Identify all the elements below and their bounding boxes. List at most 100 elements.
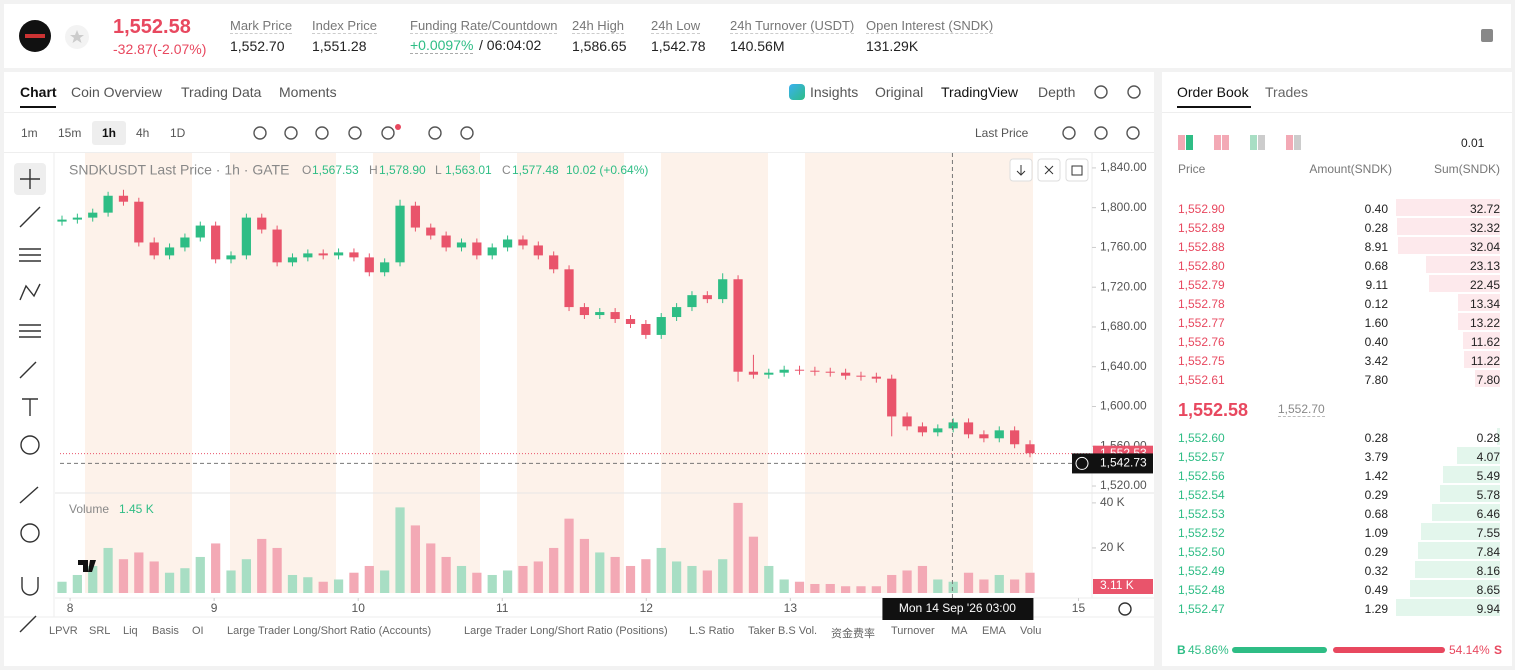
toolbar-icon[interactable] <box>381 126 395 140</box>
ob-view[interactable] <box>1222 135 1229 150</box>
view-tab[interactable]: Depth <box>1038 84 1076 100</box>
ob-precision[interactable]: 0.01 <box>1461 136 1485 150</box>
ob-price[interactable]: 1,552.57 <box>1178 450 1225 464</box>
interval[interactable]: 1D <box>170 126 186 140</box>
interval[interactable]: 15m <box>58 126 82 140</box>
ob-price[interactable]: 1,552.61 <box>1178 373 1225 387</box>
indicator[interactable]: MA <box>951 625 968 637</box>
ob-price[interactable]: 1,552.79 <box>1178 278 1225 292</box>
indicator[interactable]: L.S Ratio <box>689 625 735 637</box>
candle-body <box>671 307 682 318</box>
tool-icon[interactable] <box>21 577 39 596</box>
toolbar-icon[interactable] <box>253 126 267 140</box>
volume-bar <box>441 556 451 593</box>
tool-icon[interactable] <box>19 206 41 228</box>
tool-icon[interactable] <box>19 615 37 633</box>
ob-price[interactable]: 1,552.78 <box>1178 297 1225 311</box>
ob-view[interactable] <box>1294 135 1301 150</box>
ob-price[interactable]: 1,552.49 <box>1178 564 1225 578</box>
indicator[interactable]: Turnover <box>891 625 935 637</box>
tab[interactable]: Moments <box>279 84 337 100</box>
view-tab[interactable]: TradingView <box>941 84 1019 100</box>
legend-key: C <box>502 163 511 177</box>
interval[interactable]: 4h <box>136 126 150 140</box>
tool-icon[interactable] <box>22 398 38 416</box>
toolbar-icon[interactable] <box>460 126 474 140</box>
ob-tab[interactable]: Order Book <box>1177 84 1249 100</box>
indicator[interactable]: Taker B.S Vol. <box>748 625 818 637</box>
ob-price[interactable]: 1,552.56 <box>1178 469 1225 483</box>
tool-icon[interactable] <box>20 523 40 543</box>
indicator[interactable]: Large Trader Long/Short Ratio (Positions… <box>464 625 668 637</box>
view-tab[interactable]: Original <box>875 84 924 100</box>
indicator[interactable]: Liq <box>123 625 138 637</box>
indicator[interactable]: OI <box>192 625 204 637</box>
ob-sum: 8.65 <box>1476 583 1500 597</box>
indicator[interactable]: Volu <box>1020 625 1042 637</box>
tool-icon[interactable] <box>19 283 41 301</box>
candle-body <box>641 323 651 335</box>
volume-bar <box>88 565 98 593</box>
tab[interactable]: Coin Overview <box>71 84 163 100</box>
tool-icon[interactable] <box>20 435 40 455</box>
indicator[interactable]: SRL <box>89 625 111 637</box>
tool-icon[interactable] <box>19 486 39 504</box>
ob-tab[interactable]: Trades <box>1265 84 1309 100</box>
tool-icon[interactable] <box>19 324 41 338</box>
toolbar-icon[interactable] <box>428 126 442 140</box>
ob-price[interactable]: 1,552.52 <box>1178 526 1225 540</box>
ob-price[interactable]: 1,552.50 <box>1178 545 1225 559</box>
chart-button[interactable] <box>1065 158 1089 182</box>
toolbar-icon[interactable] <box>348 126 362 140</box>
tool-icon[interactable] <box>19 361 37 379</box>
ob-price[interactable]: 1,552.54 <box>1178 488 1225 502</box>
candle-body <box>103 195 113 213</box>
settings-icon[interactable] <box>1118 602 1132 616</box>
toolbar-icon[interactable] <box>1127 85 1141 99</box>
ob-view[interactable] <box>1178 135 1185 150</box>
ob-price[interactable]: 1,552.76 <box>1178 335 1225 349</box>
ob-price[interactable]: 1,552.75 <box>1178 354 1225 368</box>
ob-price[interactable]: 1,552.88 <box>1178 240 1225 254</box>
ob-view[interactable] <box>1286 135 1293 150</box>
toolbar-icon[interactable] <box>1094 126 1108 140</box>
ob-price[interactable]: 1,552.47 <box>1178 602 1225 616</box>
ob-price[interactable]: 1,552.80 <box>1178 259 1225 273</box>
ob-price[interactable]: 1,552.89 <box>1178 221 1225 235</box>
crosshair-add[interactable] <box>1075 456 1089 470</box>
ob-view[interactable] <box>1214 135 1221 150</box>
indicator[interactable]: 资金费率 <box>831 628 875 640</box>
tab[interactable]: Chart <box>20 84 57 100</box>
toolbar-icon[interactable] <box>1094 85 1108 99</box>
toolbar-icon[interactable] <box>1062 126 1076 140</box>
indicator[interactable]: EMA <box>982 625 1006 637</box>
tab[interactable]: Trading Data <box>181 84 262 100</box>
ob-price[interactable]: 1,552.90 <box>1178 202 1225 216</box>
book-icon[interactable] <box>1478 26 1498 46</box>
ob-price[interactable]: 1,552.48 <box>1178 583 1225 597</box>
stat-value: 140.56M <box>730 38 785 54</box>
toolbar-icon[interactable] <box>1126 126 1140 140</box>
volume-bar <box>994 574 1004 593</box>
tool-icon[interactable] <box>20 169 40 189</box>
volume-bar <box>410 525 421 593</box>
last-price: 1,552.58 <box>113 16 191 38</box>
ob-price[interactable]: 1,552.53 <box>1178 507 1225 521</box>
interval[interactable]: 1m <box>21 126 38 140</box>
ob-view[interactable] <box>1258 135 1265 150</box>
indicator[interactable]: Basis <box>152 625 179 637</box>
indicator[interactable]: Large Trader Long/Short Ratio (Accounts) <box>227 625 432 637</box>
toolbar-icon[interactable] <box>315 126 329 140</box>
indicator[interactable]: LPVR <box>49 625 78 637</box>
volume-bar <box>1010 579 1020 593</box>
interval[interactable]: 1h <box>102 126 117 140</box>
ob-view[interactable] <box>1250 135 1257 150</box>
tool-icon[interactable] <box>19 248 41 262</box>
ob-price[interactable]: 1,552.77 <box>1178 316 1225 330</box>
ob-view[interactable] <box>1186 135 1193 150</box>
toolbar-icon[interactable] <box>284 126 298 140</box>
volume-bar <box>533 561 543 593</box>
view-tab[interactable]: Insights <box>810 84 859 100</box>
price-source[interactable]: Last Price <box>975 126 1029 140</box>
ob-price[interactable]: 1,552.60 <box>1178 431 1225 445</box>
